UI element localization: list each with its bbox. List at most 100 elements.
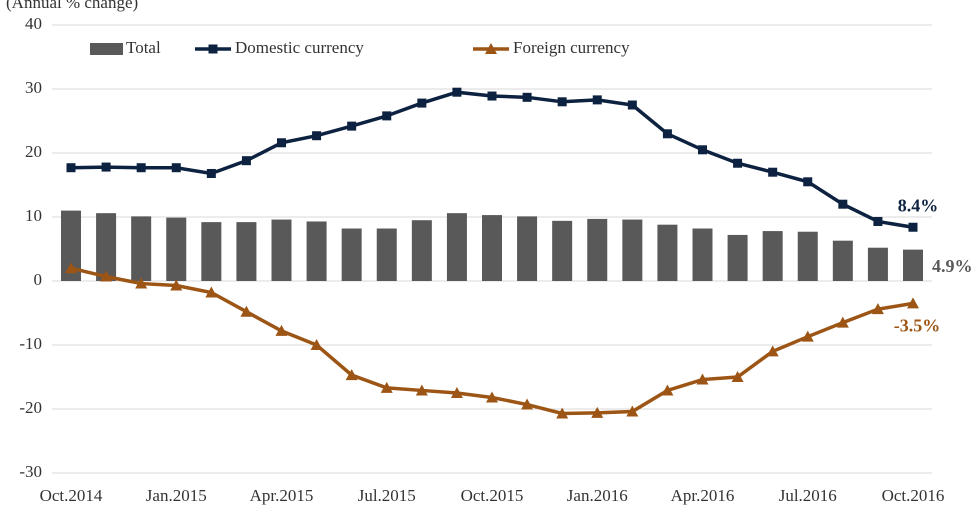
marker: [205, 286, 218, 298]
marker: [908, 222, 918, 232]
chart-subtitle: (Annual % change): [6, 0, 138, 12]
bar: [657, 224, 678, 281]
marker: [66, 163, 76, 173]
marker: [838, 199, 848, 209]
y-tick-label: 0: [34, 270, 43, 289]
bar: [306, 221, 327, 281]
marker: [275, 324, 288, 336]
marker: [345, 369, 358, 381]
x-tick-label: Jan.2015: [146, 486, 207, 505]
y-tick-label: 10: [25, 206, 42, 225]
marker: [170, 279, 183, 291]
y-tick-label: 40: [25, 14, 42, 33]
legend-label: Domestic currency: [235, 38, 364, 57]
marker: [803, 177, 813, 187]
legend-label: Foreign currency: [513, 38, 630, 57]
bar: [903, 249, 923, 281]
y-tick-label: 30: [25, 78, 42, 97]
x-tick-label: Oct.2014: [40, 486, 103, 505]
x-tick-label: Apr.2015: [250, 486, 314, 505]
marker: [522, 92, 532, 102]
legend-item: Domestic currency: [195, 38, 364, 57]
marker: [731, 371, 744, 382]
x-tick-label: Oct.2016: [882, 486, 945, 505]
bar: [341, 228, 362, 281]
marker: [801, 330, 814, 342]
bar: [201, 222, 222, 281]
marker: [733, 158, 743, 168]
y-tick-label: -10: [19, 334, 42, 353]
bar: [762, 231, 783, 281]
bar: [96, 213, 117, 281]
bar: [727, 234, 748, 281]
marker: [417, 98, 427, 108]
marker: [592, 95, 602, 105]
bar: [482, 215, 502, 281]
marker: [662, 129, 672, 139]
marker: [696, 373, 709, 385]
marker: [485, 43, 497, 54]
marker: [277, 138, 286, 148]
marker: [591, 406, 604, 418]
y-tick-label: -30: [19, 462, 42, 481]
bar: [376, 228, 397, 281]
marker: [521, 398, 534, 410]
legend-swatch: [90, 43, 123, 55]
bar: [166, 217, 187, 281]
marker: [101, 162, 111, 172]
value-label: 8.4%: [898, 195, 939, 215]
marker: [135, 277, 148, 289]
bar: [867, 247, 888, 281]
bar: [446, 213, 467, 281]
line: [70, 90, 914, 229]
marker: [241, 156, 251, 166]
bar: [797, 231, 818, 281]
bar: [622, 219, 643, 281]
bar: [692, 228, 713, 281]
x-tick-label: Jul.2015: [358, 486, 416, 505]
marker: [557, 97, 567, 107]
x-tick-label: Oct.2015: [461, 486, 524, 505]
bar: [236, 222, 257, 281]
marker: [452, 87, 462, 97]
x-tick-label: Jan.2016: [567, 486, 628, 505]
marker: [171, 163, 181, 173]
legend-item: Total: [90, 38, 161, 57]
marker: [627, 100, 637, 110]
marker: [65, 262, 77, 274]
x-tick-label: Apr.2016: [671, 486, 735, 505]
marker: [487, 91, 497, 101]
bar: [517, 216, 538, 281]
x-tick-label: Jul.2016: [779, 486, 837, 505]
bar: [271, 219, 292, 281]
marker: [382, 111, 392, 121]
bar: [552, 220, 573, 281]
marker: [380, 381, 393, 393]
marker: [873, 216, 883, 226]
y-tick-label: 20: [25, 142, 42, 161]
marker: [347, 121, 357, 131]
marker: [206, 168, 216, 178]
marker: [100, 270, 113, 282]
bar: [131, 216, 152, 281]
legend-label: Total: [126, 38, 161, 57]
marker: [208, 44, 218, 54]
marker: [871, 303, 884, 315]
bar: [411, 220, 432, 281]
value-label: -3.5%: [894, 316, 941, 336]
marker: [240, 305, 253, 317]
marker: [836, 316, 849, 328]
bar: [587, 218, 608, 281]
marker: [626, 405, 639, 417]
marker: [450, 387, 463, 398]
marker: [556, 407, 569, 419]
marker: [486, 391, 498, 403]
marker: [907, 297, 919, 309]
marker: [766, 345, 779, 357]
bar: [832, 240, 853, 281]
marker: [312, 131, 322, 141]
bar: [61, 210, 81, 281]
marker: [768, 167, 778, 177]
marker: [136, 163, 146, 173]
